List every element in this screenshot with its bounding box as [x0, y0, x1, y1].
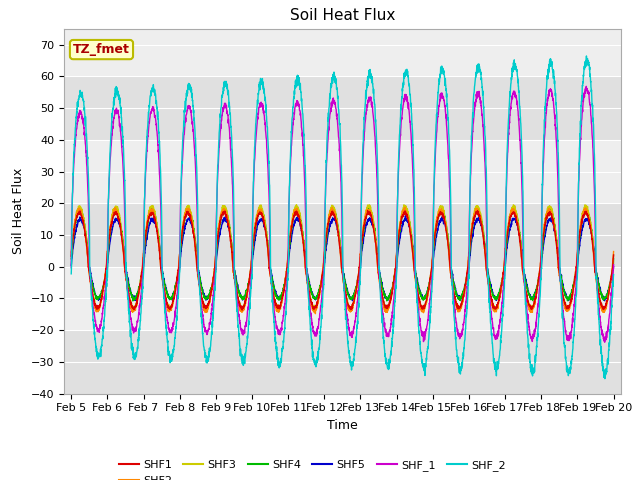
SHF5 — [299, 232, 307, 238]
SHF_1 — [275, 330, 283, 336]
SHF2 — [600, 309, 607, 314]
SHF4 — [67, 256, 75, 262]
SHF3 — [166, 307, 174, 313]
SHF5 — [275, 295, 283, 301]
SHF4 — [600, 297, 607, 303]
SHF1 — [276, 306, 284, 312]
SHF1 — [600, 307, 607, 312]
SHF2 — [161, 297, 169, 302]
SHF3 — [129, 306, 137, 312]
SHF2 — [401, 204, 409, 210]
SHF_1 — [129, 324, 137, 330]
SHF_1 — [601, 339, 609, 345]
SHF1 — [161, 293, 169, 299]
SHF4 — [276, 297, 284, 302]
SHF_2 — [610, 272, 618, 277]
SHF5 — [599, 293, 607, 299]
SHF_2 — [599, 364, 607, 370]
Text: TZ_fmet: TZ_fmet — [73, 43, 130, 56]
SHF_1 — [161, 301, 169, 307]
SHF2 — [610, 249, 618, 254]
SHF5 — [610, 264, 618, 269]
SHF_1 — [541, 134, 548, 140]
SHF_2 — [582, 53, 590, 59]
SHF3 — [161, 292, 169, 298]
Y-axis label: Soil Heat Flux: Soil Heat Flux — [12, 168, 25, 254]
Bar — [64, 13, 621, 76]
SHF_2 — [67, 271, 75, 276]
SHF3 — [276, 304, 284, 310]
SHF1 — [67, 253, 75, 259]
SHF1 — [610, 252, 618, 258]
SHF2 — [541, 220, 548, 226]
SHF_2 — [299, 110, 307, 116]
SHF3 — [67, 253, 75, 259]
Bar — [64, 140, 621, 203]
Legend: SHF1, SHF2, SHF3, SHF4, SHF5, SHF_1, SHF_2: SHF1, SHF2, SHF3, SHF4, SHF5, SHF_1, SHF… — [114, 456, 510, 480]
SHF_1 — [610, 262, 618, 268]
X-axis label: Time: Time — [327, 419, 358, 432]
SHF3 — [292, 202, 300, 207]
SHF1 — [238, 307, 246, 313]
SHF3 — [600, 305, 607, 311]
SHF2 — [299, 237, 307, 242]
SHF4 — [129, 295, 137, 300]
SHF5 — [601, 298, 609, 304]
SHF_1 — [599, 333, 607, 339]
Line: SHF2: SHF2 — [71, 207, 614, 314]
SHF1 — [299, 237, 307, 242]
SHF5 — [67, 262, 75, 268]
SHF4 — [162, 284, 170, 290]
SHF1 — [541, 222, 548, 228]
SHF5 — [541, 233, 548, 239]
Bar — [64, 203, 621, 267]
SHF4 — [329, 204, 337, 210]
SHF_1 — [582, 84, 590, 89]
Line: SHF_1: SHF_1 — [71, 86, 614, 342]
SHF4 — [129, 298, 137, 304]
SHF_2 — [275, 365, 283, 371]
SHF4 — [299, 229, 307, 235]
SHF2 — [275, 307, 283, 313]
SHF5 — [161, 284, 169, 289]
SHF1 — [129, 305, 137, 311]
Line: SHF1: SHF1 — [71, 211, 614, 310]
SHF_1 — [67, 265, 75, 271]
SHF3 — [541, 218, 548, 224]
Line: SHF4: SHF4 — [71, 207, 614, 301]
Line: SHF_2: SHF_2 — [71, 56, 614, 379]
SHF2 — [67, 249, 75, 255]
SHF_1 — [299, 143, 307, 148]
SHF_2 — [601, 376, 609, 382]
SHF3 — [610, 252, 618, 258]
SHF1 — [364, 208, 371, 214]
Title: Soil Heat Flux: Soil Heat Flux — [290, 9, 395, 24]
SHF4 — [610, 256, 618, 262]
SHF3 — [300, 234, 307, 240]
SHF_2 — [541, 117, 548, 122]
SHF_2 — [129, 344, 137, 350]
SHF5 — [129, 296, 137, 302]
Bar — [64, 76, 621, 140]
Bar — [64, 330, 621, 394]
SHF2 — [129, 308, 137, 313]
Line: SHF3: SHF3 — [71, 204, 614, 310]
SHF2 — [312, 311, 319, 317]
Bar — [64, 267, 621, 330]
SHF5 — [401, 213, 409, 219]
Line: SHF5: SHF5 — [71, 216, 614, 301]
SHF4 — [541, 223, 548, 228]
SHF_2 — [161, 312, 169, 317]
